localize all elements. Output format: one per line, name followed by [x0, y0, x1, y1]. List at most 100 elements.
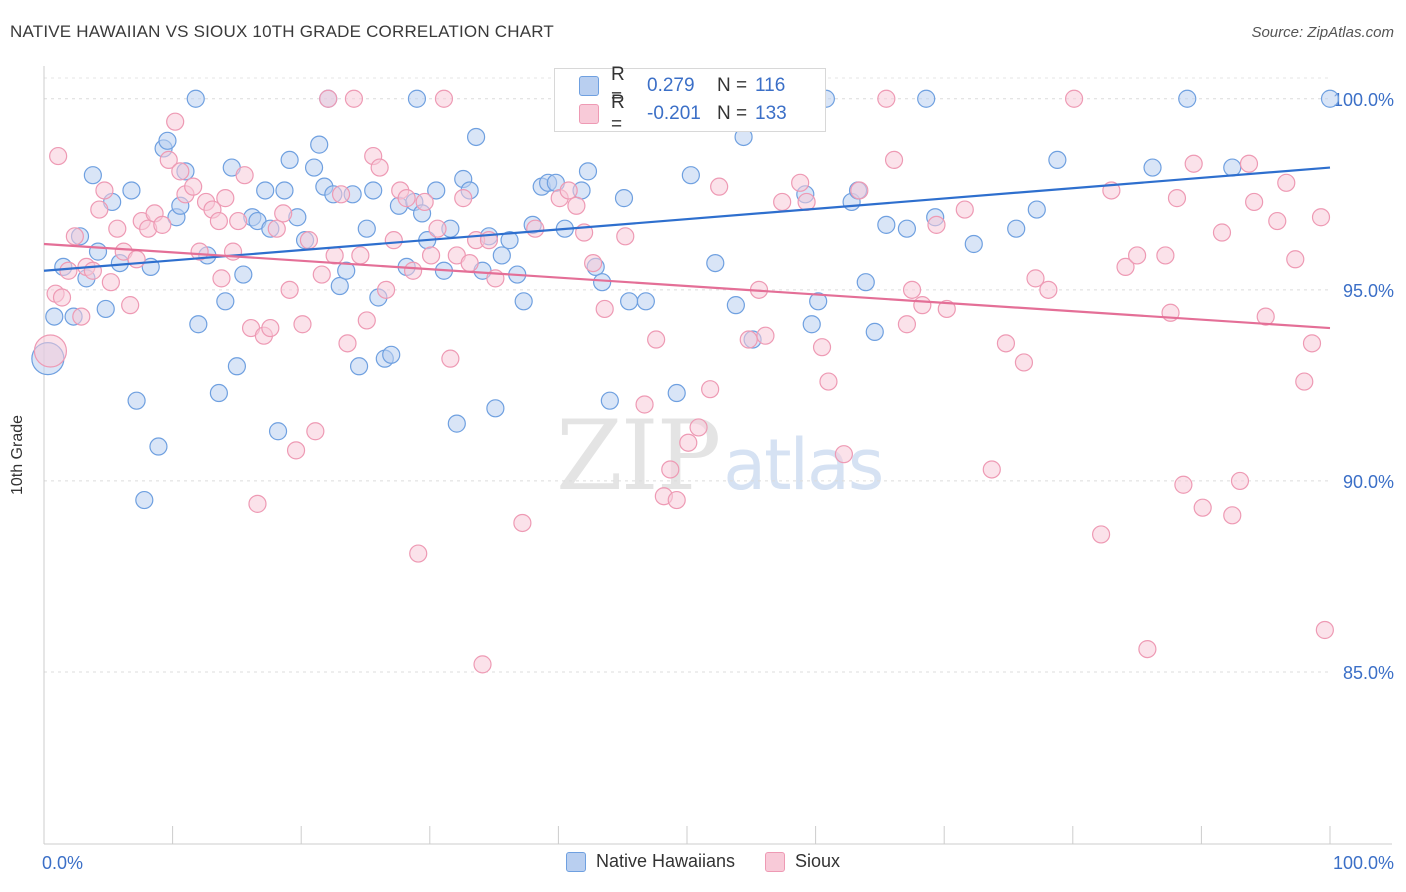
sioux-point: [1014, 353, 1034, 372]
series-legend: Native Hawaiians Sioux: [0, 851, 1406, 872]
native-hawaiian-point: [280, 150, 299, 170]
sioux-point: [1064, 89, 1084, 108]
sioux-point: [1193, 498, 1212, 517]
sioux-point: [434, 89, 454, 108]
sioux-point: [756, 326, 775, 345]
chart-title: NATIVE HAWAIIAN VS SIOUX 10TH GRADE CORR…: [10, 22, 554, 41]
sioux-point: [209, 211, 228, 231]
r-label: R =: [611, 64, 625, 107]
watermark: ZIPatlas: [556, 400, 884, 512]
native-hawaiian-point: [364, 181, 383, 200]
sioux-point: [351, 246, 370, 265]
native-hawaiian-point: [275, 181, 294, 200]
sioux-point: [1156, 246, 1175, 265]
sioux-point: [996, 334, 1016, 353]
native-hawaiian-trend-line: [43, 166, 1331, 272]
native-hawaiian-point: [216, 292, 235, 311]
sioux-point: [819, 372, 838, 391]
sioux-point: [184, 177, 203, 196]
native-hawaiian-point: [330, 276, 349, 296]
native-hawaiian-point: [865, 322, 884, 341]
sioux-point: [1039, 280, 1058, 299]
sioux-point: [1295, 372, 1314, 391]
legend-item-sioux[interactable]: Sioux: [765, 851, 840, 872]
sioux-point: [1277, 173, 1296, 192]
native-hawaiian-point: [256, 181, 275, 200]
sioux-point: [454, 189, 473, 208]
sioux-point: [338, 334, 357, 353]
sioux-point: [101, 273, 120, 292]
native-hawaiian-point: [809, 292, 828, 311]
legend-item-native-hawaiians[interactable]: Native Hawaiians: [565, 851, 736, 872]
sioux-point: [159, 150, 178, 170]
native-hawaiian-point: [234, 265, 253, 284]
sioux-point: [616, 227, 635, 246]
sioux-point: [635, 395, 654, 414]
sioux-point: [331, 185, 351, 204]
pink-swatch: [765, 851, 786, 872]
sioux-point: [1212, 223, 1232, 242]
native-hawaiian-point: [268, 422, 288, 441]
n-value: 116: [755, 75, 786, 96]
sioux-point: [421, 246, 441, 265]
native-hawaiian-point: [667, 383, 686, 403]
sioux-point: [212, 269, 231, 288]
sioux-point: [312, 265, 331, 284]
sioux-point: [812, 338, 832, 357]
native-hawaiian-point: [357, 219, 376, 238]
sioux-point: [937, 299, 956, 319]
n-value: 133: [755, 103, 787, 124]
sioux-point: [1311, 208, 1331, 227]
native-hawaiian-point: [310, 135, 329, 154]
native-hawaiian-point: [578, 162, 598, 181]
sioux-point: [902, 280, 922, 299]
sioux-point: [235, 166, 254, 185]
native-hawaiian-point: [593, 273, 612, 292]
native-hawaiian-point: [492, 246, 511, 265]
sioux-point: [877, 89, 896, 108]
sioux-point: [1184, 154, 1203, 173]
sioux-point: [306, 422, 325, 441]
sioux-point: [33, 334, 68, 368]
legend-label: Native Hawaiians: [595, 851, 736, 871]
native-hawaiian-point: [1223, 158, 1242, 177]
sioux-point: [526, 219, 545, 238]
r-label: R =: [611, 92, 625, 135]
sioux-point: [403, 261, 423, 280]
sioux-point: [834, 445, 853, 464]
sioux-point: [344, 89, 364, 108]
sioux-point: [661, 460, 680, 479]
sioux-point: [927, 215, 946, 234]
native-hawaiian-point: [127, 391, 146, 410]
sioux-point: [773, 192, 792, 212]
native-hawaiian-point: [726, 296, 745, 315]
sioux-point: [667, 490, 686, 510]
sioux-point: [229, 211, 248, 231]
sioux-point: [559, 181, 578, 200]
sioux-point: [1026, 269, 1045, 288]
sioux-point: [267, 219, 286, 238]
sioux-point: [248, 494, 267, 513]
native-hawaiian-point: [802, 315, 821, 334]
sioux-trend-line: [43, 242, 1331, 330]
native-hawaiian-point: [304, 158, 324, 177]
sioux-point: [95, 181, 114, 200]
native-hawaiian-point: [681, 166, 700, 185]
y-tick-label: 85.0%: [1343, 663, 1394, 683]
sioux-point: [83, 261, 102, 280]
native-hawaiian-point: [158, 131, 177, 150]
n-label: N =: [717, 103, 748, 124]
sioux-point: [739, 330, 758, 349]
native-hawaiian-point: [500, 231, 519, 250]
sioux-point: [409, 544, 428, 563]
native-hawaiian-point: [88, 242, 108, 261]
sioux-point: [1302, 334, 1322, 353]
sioux-point: [689, 418, 708, 437]
native-hawaiian-point: [122, 181, 141, 200]
sioux-point: [293, 315, 312, 334]
sioux-point: [72, 307, 91, 326]
y-tick-label: 95.0%: [1343, 281, 1394, 301]
sioux-point: [595, 299, 614, 319]
watermark-atlas: atlas: [723, 424, 884, 506]
sioux-point: [59, 261, 78, 280]
